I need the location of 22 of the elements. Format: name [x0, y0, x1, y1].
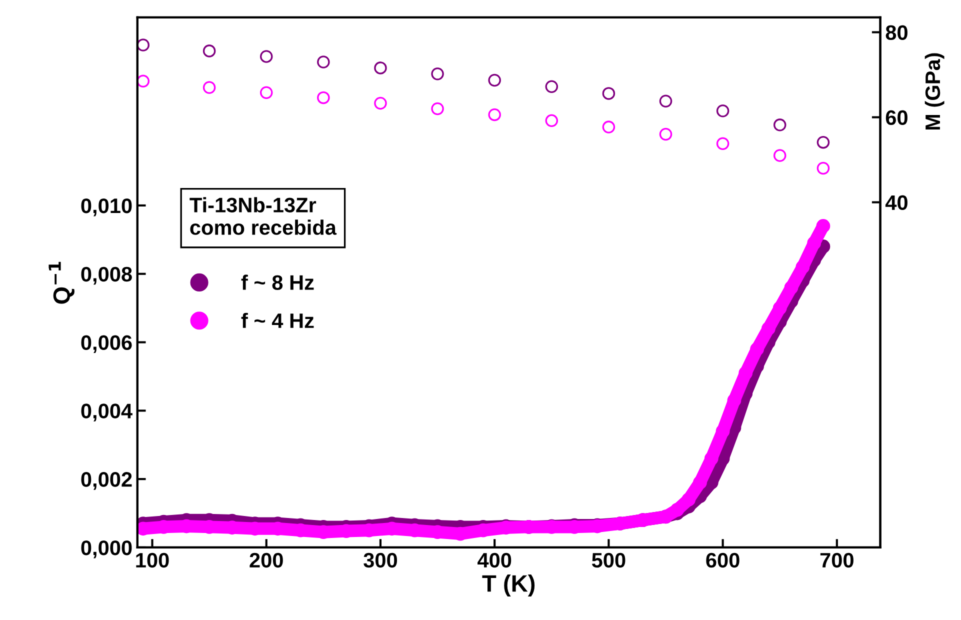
y-tick-label: 0,004 — [81, 404, 132, 422]
x-axis-title: T (K) — [482, 574, 535, 597]
y2-axis-title: M (GPa) — [924, 53, 944, 130]
y-tick-label: 0,000 — [81, 540, 132, 558]
y-tick-label: 0,010 — [81, 198, 132, 216]
y2-tick-label: 40 — [885, 195, 908, 210]
legend-label: f ~ 4 Hz — [241, 312, 314, 328]
annotation: Ti-13Nb-13Zr como recebida — [190, 197, 337, 235]
x-tick-label: 700 — [820, 552, 854, 568]
x-tick-label: 100 — [136, 552, 169, 568]
x-tick-label: 400 — [478, 552, 512, 568]
y-axis-title: Q$^{−1}$ — [48, 262, 74, 304]
y2-tick-label: 80 — [886, 25, 908, 40]
y-tick-label: 0,008 — [81, 266, 132, 285]
x-tick-label: 200 — [250, 552, 283, 568]
x-tick-label: 300 — [364, 552, 398, 568]
y-tick-label: 0,002 — [81, 472, 132, 490]
x-tick-label: 500 — [592, 552, 626, 568]
legend-label: f ~ 8 Hz — [241, 274, 314, 290]
x-tick-label: 600 — [706, 552, 740, 568]
y-tick-label: 0,006 — [81, 335, 132, 354]
y2-tick-label: 60 — [886, 110, 908, 126]
